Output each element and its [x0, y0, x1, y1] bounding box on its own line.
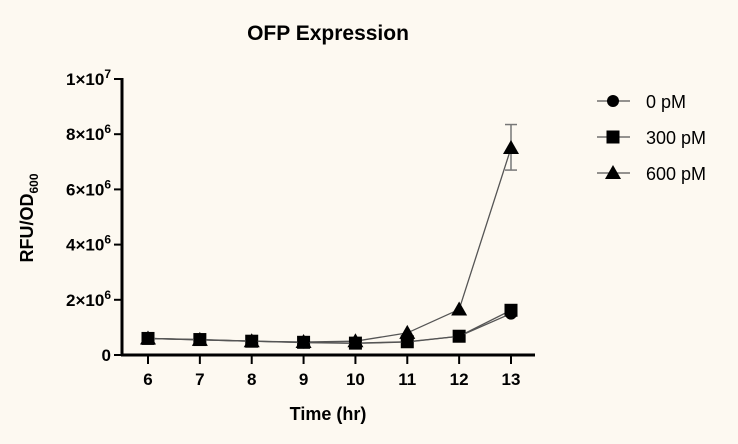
y-tick-label: 8×106: [66, 122, 111, 144]
data-point-0-pm: [401, 336, 414, 349]
legend-marker-circle-icon: [607, 95, 619, 107]
y-axis-label-subscript: 600: [27, 173, 41, 193]
data-point-0-pm: [245, 335, 258, 348]
y-tick-label: 0: [102, 346, 111, 365]
data-point-0-pm: [505, 307, 517, 320]
data-point-0-pm: [297, 336, 310, 349]
legend-marker-square-icon: [606, 130, 620, 144]
legend-label-600-pm: 600 pM: [646, 164, 706, 184]
data-point-0-pm: [193, 333, 206, 346]
y-tick-label: 2×106: [66, 288, 111, 310]
x-tick-label: 7: [195, 370, 204, 389]
x-tick-label: 6: [143, 370, 152, 389]
y-axis-label-main: RFU/OD: [17, 194, 37, 263]
data-point-0-pm: [349, 337, 362, 350]
x-tick-label: 9: [299, 370, 308, 389]
x-tick-label: 12: [450, 370, 469, 389]
x-tick-label: 8: [247, 370, 256, 389]
y-axis-label: RFU/OD600: [17, 173, 41, 262]
y-tick-label: 1×107: [66, 67, 111, 89]
legend-marker-triangle-icon: [605, 165, 621, 179]
data-point-600-pm: [503, 140, 519, 154]
x-tick-label: 10: [346, 370, 365, 389]
x-tick-label: 11: [398, 370, 416, 389]
chart-title: OFP Expression: [247, 22, 409, 45]
data-point-0-pm: [142, 332, 154, 345]
legend-label-0-pm: 0 pM: [646, 92, 686, 112]
y-tick-label: 4×106: [66, 233, 111, 255]
x-tick-label: 13: [502, 370, 521, 389]
data-point-600-pm: [451, 301, 468, 316]
x-axis-label: Time (hr): [290, 404, 367, 424]
series-line-0-pm: [147, 313, 512, 345]
data-point-0-pm: [453, 330, 466, 343]
legend-label-300-pm: 300 pM: [646, 128, 706, 148]
y-tick-label: 6×106: [66, 177, 111, 199]
